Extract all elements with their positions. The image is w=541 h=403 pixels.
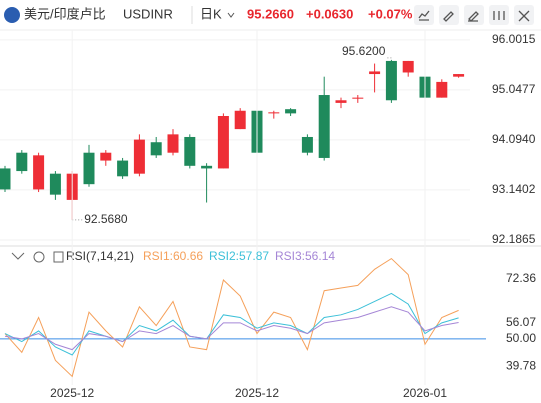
candle-body: [268, 112, 280, 114]
flag-icon: [4, 7, 20, 23]
candle-body: [301, 136, 313, 153]
y-tick-label: 93.1402: [492, 182, 536, 196]
candle-body: [217, 116, 229, 169]
candle-body: [16, 152, 28, 172]
price: 95.2660: [247, 6, 294, 21]
candle-body: [385, 60, 397, 101]
tool-button[interactable]: [439, 5, 459, 25]
toolbar-icons: [418, 10, 530, 22]
annotation: 92.5680: [84, 212, 128, 226]
rsi-title: RSI(7,14,21): [66, 249, 134, 263]
x-tick-label: 2025-12: [235, 386, 279, 400]
tool-button[interactable]: [464, 5, 484, 25]
rsi-line: [4, 257, 459, 378]
legend-entry: RSI1:60.66: [143, 249, 203, 263]
legend-entry: RSI3:56.14: [275, 249, 335, 263]
symbol: USDINR: [123, 6, 173, 21]
candle-body: [369, 71, 381, 75]
change-pct: +0.07%: [368, 6, 413, 21]
indicator-icon: [53, 251, 64, 263]
period[interactable]: 日K: [200, 6, 222, 21]
candle-body: [234, 110, 246, 130]
candle-body: [402, 60, 414, 73]
change: +0.0630: [306, 6, 353, 21]
candle-body: [453, 74, 465, 77]
x-tick-label: 2026-01: [403, 386, 447, 400]
y-tick-label: 50.00: [506, 331, 536, 345]
candle-body: [100, 152, 112, 161]
candle-body: [150, 142, 162, 156]
candle-body: [133, 139, 145, 174]
y-tick-label: 95.0477: [492, 82, 536, 96]
y-tick-label: 94.0940: [492, 132, 536, 146]
candle-body: [184, 136, 196, 166]
candle-body: [83, 152, 95, 185]
y-tick-label: 72.36: [506, 271, 536, 285]
candle-body: [117, 160, 129, 177]
caret[interactable]: [227, 12, 235, 18]
rsi-line: [4, 292, 459, 356]
x-tick-label: 2025-12: [50, 386, 94, 400]
y-tick-label: 92.1865: [492, 232, 536, 246]
candle-body: [33, 155, 45, 190]
candle-body: [436, 81, 448, 98]
candle-body: [352, 97, 364, 99]
collapse-icon[interactable]: [11, 252, 25, 260]
candle-body: [49, 173, 61, 195]
candle-body: [167, 134, 179, 153]
legend-entry: RSI2:57.87: [209, 249, 269, 263]
y-tick-label: 96.0015: [492, 32, 536, 46]
y-tick-label: 39.78: [506, 358, 536, 372]
pair-name: 美元/印度卢比: [24, 6, 106, 21]
candle-body: [285, 109, 297, 114]
y-tick-label: 56.07: [506, 315, 536, 329]
candle-body: [318, 95, 330, 158]
candle-body: [201, 165, 213, 169]
candle-body: [335, 100, 347, 103]
annotation: 95.6200: [342, 44, 386, 58]
candle-body: [0, 168, 11, 190]
tool-button[interactable]: [514, 5, 534, 25]
settings-icon[interactable]: [33, 251, 45, 263]
toolbar: [414, 5, 534, 25]
rsi-line: [4, 306, 459, 351]
